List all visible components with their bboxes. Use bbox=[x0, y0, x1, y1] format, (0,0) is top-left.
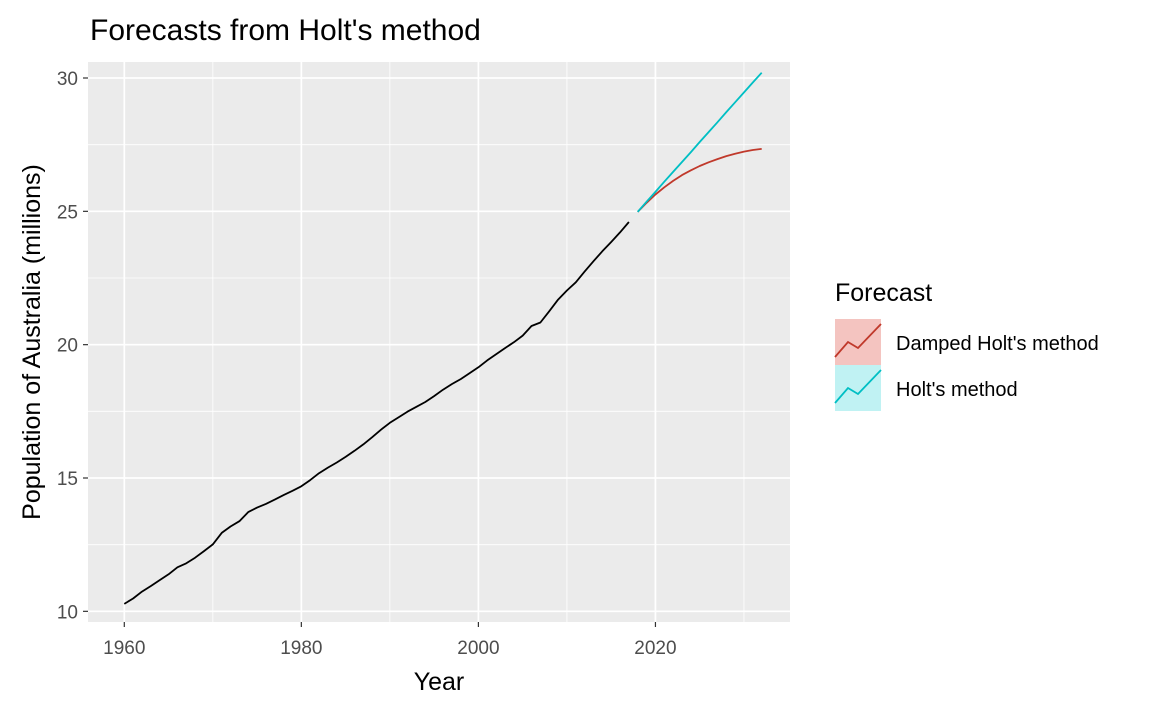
legend-item-holt: Holt's method bbox=[834, 365, 1018, 411]
legend-item-damped: Damped Holt's method bbox=[834, 319, 1099, 365]
legend-label-damped: Damped Holt's method bbox=[896, 333, 1099, 355]
legend-title: Forecast bbox=[835, 279, 932, 307]
y-tick-label: 25 bbox=[57, 202, 78, 223]
legend-label-holt: Holt's method bbox=[896, 379, 1018, 401]
legend-line-damped bbox=[834, 323, 882, 358]
series-lines bbox=[123, 72, 763, 605]
chart-title: Forecasts from Holt's method bbox=[90, 14, 481, 47]
x-axis-title: Year bbox=[414, 668, 465, 696]
legend-key-holt bbox=[835, 365, 881, 411]
holt-forecast-line bbox=[637, 72, 763, 213]
y-tick-label: 20 bbox=[57, 336, 78, 357]
major-gridlines bbox=[88, 62, 790, 622]
x-tick-label: 2020 bbox=[634, 638, 676, 659]
y-tick-label: 10 bbox=[57, 602, 78, 623]
observed-series-line bbox=[123, 221, 630, 605]
minor-gridlines bbox=[88, 62, 790, 622]
y-tick-label: 15 bbox=[57, 469, 78, 490]
y-tick-label: 30 bbox=[57, 69, 78, 90]
damped-holt-forecast-line bbox=[637, 148, 762, 213]
x-tick-label: 1980 bbox=[280, 638, 322, 659]
y-axis-title: Population of Australia (millions) bbox=[18, 164, 46, 520]
legend-line-holt bbox=[834, 369, 882, 404]
legend-key-damped bbox=[835, 319, 881, 365]
x-axis-ticks: 1960 1980 2000 2020 bbox=[103, 622, 677, 659]
legend: Forecast Damped Holt's method Holt's met… bbox=[834, 279, 1099, 411]
x-tick-label: 1960 bbox=[103, 638, 145, 659]
y-axis-ticks: 10 15 20 25 30 bbox=[57, 69, 88, 623]
plot-panel bbox=[88, 62, 790, 622]
x-tick-label: 2000 bbox=[457, 638, 499, 659]
